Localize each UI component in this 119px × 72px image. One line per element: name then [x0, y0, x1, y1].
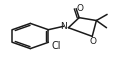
Text: O: O: [76, 4, 83, 13]
Text: O: O: [89, 37, 96, 46]
Text: N: N: [61, 22, 67, 31]
Text: Cl: Cl: [51, 41, 60, 51]
